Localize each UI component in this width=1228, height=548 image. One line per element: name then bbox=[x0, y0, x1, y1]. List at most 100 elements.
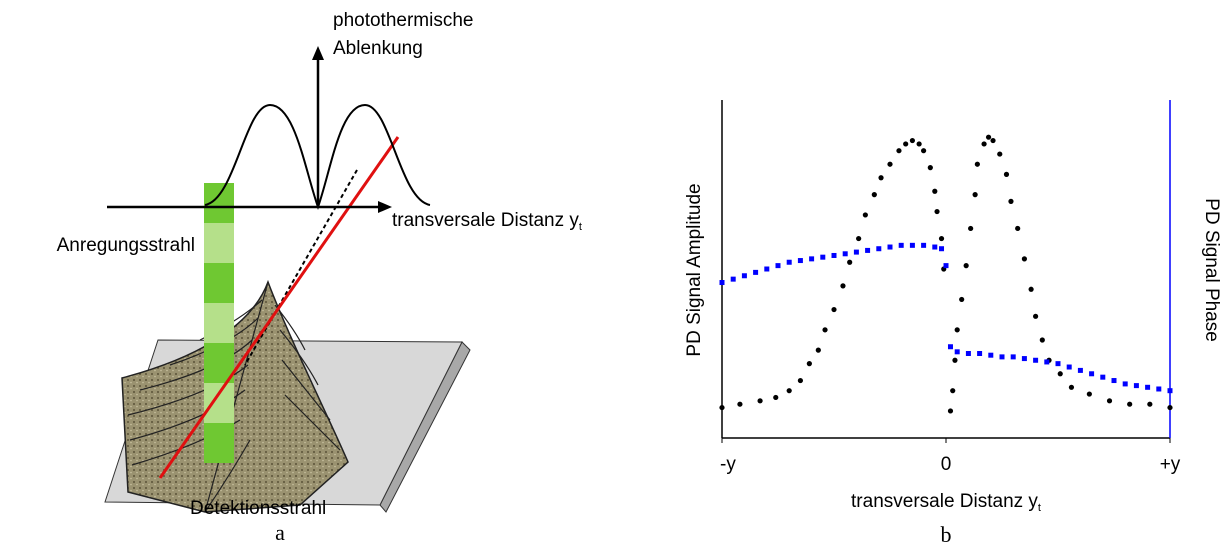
phase-point bbox=[820, 254, 826, 260]
amplitude-point bbox=[887, 161, 893, 167]
amplitude-point bbox=[1015, 225, 1021, 232]
amplitude-point bbox=[947, 408, 954, 414]
phase-point bbox=[1100, 374, 1106, 380]
phase-point bbox=[1044, 359, 1050, 365]
phase-point bbox=[809, 256, 815, 262]
label-subscript: t bbox=[1038, 502, 1041, 514]
amplitude-point bbox=[927, 165, 933, 171]
phase-point bbox=[1077, 367, 1083, 373]
amplitude-point bbox=[1106, 398, 1113, 404]
amplitude-point bbox=[871, 192, 877, 198]
y2-axis-label: PD Signal Phase bbox=[1201, 198, 1222, 342]
amplitude-point bbox=[878, 175, 884, 181]
amplitude-point bbox=[932, 188, 938, 194]
deflection-curve bbox=[204, 103, 431, 211]
phase-point bbox=[1010, 354, 1016, 360]
amplitude-point bbox=[909, 137, 916, 144]
phase-point bbox=[775, 263, 781, 269]
undeflected-beam bbox=[244, 169, 358, 366]
amplitude-point bbox=[1028, 286, 1034, 292]
chart: PD Signal Amplitude PD Signal Phase tran… bbox=[684, 100, 1222, 547]
diagram: photothermische Ablenkung transversale D… bbox=[57, 10, 582, 545]
amplitude-point bbox=[1086, 391, 1092, 397]
x-axis-label: transversale Distanz yt bbox=[392, 210, 582, 233]
amplitude-point bbox=[997, 151, 1003, 157]
amplitude-point bbox=[963, 263, 969, 269]
amplitude-point bbox=[1068, 384, 1075, 390]
phase-point bbox=[1066, 364, 1072, 370]
amplitude-point bbox=[1167, 404, 1173, 411]
amplitude-point bbox=[972, 192, 978, 198]
cone-lines bbox=[127, 281, 341, 513]
y-axis-label: PD Signal Amplitude bbox=[684, 183, 705, 356]
amplitude-point bbox=[959, 296, 965, 303]
phase-point bbox=[786, 259, 792, 265]
x-tick-label: 0 bbox=[941, 454, 952, 475]
amplitude-point bbox=[903, 141, 909, 147]
amplitude-point bbox=[896, 148, 902, 154]
phase-point bbox=[1122, 381, 1128, 387]
phase-point bbox=[842, 251, 848, 257]
x-tick-label: +y bbox=[1160, 454, 1181, 475]
phase-point bbox=[853, 249, 859, 255]
phase-point bbox=[1156, 386, 1162, 392]
phase-point bbox=[730, 276, 736, 282]
amplitude-point bbox=[1021, 256, 1027, 262]
caption: b bbox=[941, 522, 952, 547]
amplitude-point bbox=[938, 235, 945, 242]
y-axis-label: Ablenkung bbox=[333, 38, 423, 59]
amplitude-point bbox=[1008, 198, 1014, 204]
amplitude-point bbox=[856, 235, 862, 242]
phase-point bbox=[753, 269, 759, 275]
amplitude-point bbox=[921, 148, 927, 154]
amplitude-point bbox=[773, 394, 779, 401]
phase-point bbox=[1167, 388, 1173, 394]
label-text: transversale Distanz y bbox=[392, 210, 579, 231]
phase-point bbox=[719, 280, 725, 286]
y-arrow bbox=[312, 46, 324, 60]
phase-point bbox=[1133, 383, 1139, 389]
amplitude-point bbox=[797, 377, 804, 384]
amplitude-point bbox=[822, 327, 828, 333]
phase-point bbox=[965, 351, 971, 356]
amplitude-point bbox=[950, 388, 956, 394]
label-text: transversale Distanz y bbox=[851, 491, 1038, 512]
phase-point bbox=[1033, 357, 1039, 363]
amplitude-point bbox=[757, 398, 763, 404]
amplitude-point bbox=[847, 259, 853, 265]
amplitude-point bbox=[974, 161, 980, 167]
amplitude-point bbox=[952, 357, 958, 363]
amplitude-point bbox=[916, 141, 922, 147]
amplitude-point bbox=[985, 134, 992, 140]
phase-point bbox=[1021, 356, 1027, 362]
phase-point bbox=[764, 266, 770, 272]
phase-point bbox=[1111, 378, 1117, 384]
phase-point bbox=[865, 247, 871, 253]
phase-point bbox=[1145, 384, 1151, 390]
phase-point bbox=[887, 244, 893, 250]
phase-point bbox=[876, 246, 882, 252]
phase-point bbox=[831, 252, 837, 258]
amplitude-point bbox=[968, 225, 974, 232]
amplitude-point bbox=[1057, 371, 1063, 377]
amplitude-point bbox=[1127, 401, 1133, 407]
phase-point bbox=[909, 242, 915, 248]
y-axis-label: photothermische bbox=[333, 10, 473, 31]
amplitude-point bbox=[737, 401, 743, 407]
amplitude-point bbox=[1147, 401, 1153, 407]
detection-label: Detektionsstrahl bbox=[190, 498, 326, 519]
excitation-label: Anregungsstrahl bbox=[57, 235, 195, 256]
x-arrow bbox=[378, 201, 392, 213]
amplitude-point bbox=[1033, 313, 1039, 319]
phase-point bbox=[1089, 371, 1095, 377]
phase-point bbox=[797, 258, 803, 264]
phase-point bbox=[954, 349, 960, 355]
phase-point bbox=[977, 351, 983, 356]
amplitude-point bbox=[815, 347, 821, 353]
amplitude-point bbox=[981, 141, 987, 147]
amplitude-point bbox=[786, 388, 792, 394]
phase-point bbox=[932, 244, 938, 250]
amplitude-point bbox=[990, 137, 996, 144]
